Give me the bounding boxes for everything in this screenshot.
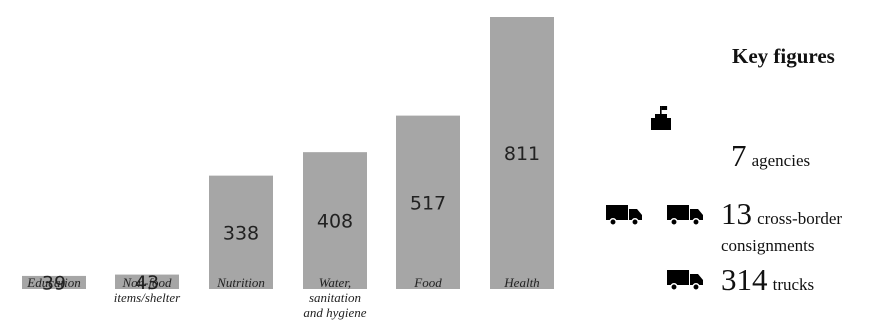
truck-icon: [667, 205, 703, 226]
category-label: Health: [503, 275, 539, 290]
category-label: items/shelter: [114, 290, 181, 305]
trucks-number: 314: [721, 262, 768, 297]
office-building-flag-icon: [651, 106, 671, 130]
key-figures-title: Key figures: [732, 44, 835, 68]
agencies-figure: 7 agencies: [731, 138, 810, 174]
category-label: Water,: [319, 275, 351, 290]
category-label: Food: [413, 275, 442, 290]
bar: [396, 115, 460, 290]
consignments-label-line1: cross-border: [757, 209, 843, 228]
key-figures-panel: Key figures 7 agencies 13 cross-border c…: [590, 0, 890, 329]
consignments-number: 13: [721, 196, 752, 231]
bar: [22, 275, 86, 289]
agencies-label: agencies: [751, 151, 811, 170]
consignments-label-line2: consignments: [721, 236, 815, 255]
bar-value-label: 43: [135, 272, 159, 294]
category-label: Education: [26, 275, 80, 290]
bar: [209, 175, 273, 289]
consignments-figure: 13 cross-border: [721, 196, 842, 232]
bar-value-label: 39: [42, 272, 66, 294]
trucks-figure: 314 trucks: [721, 262, 814, 298]
trucks-label: trucks: [772, 275, 815, 294]
bar-value-label: 517: [410, 192, 446, 214]
bar-value-label: 338: [223, 222, 259, 244]
bar: [115, 274, 179, 289]
bar-value-label: 811: [504, 143, 540, 165]
bar-value-label: 408: [317, 211, 353, 233]
category-label: Nutrition: [216, 275, 265, 290]
truck-icon: [606, 205, 642, 226]
agencies-number: 7: [731, 138, 747, 173]
category-label: sanitation: [309, 290, 361, 305]
bar: [490, 17, 554, 289]
bar: [303, 152, 367, 289]
truck-icon: [667, 270, 703, 291]
category-label: and hygiene: [303, 305, 366, 320]
category-label: Non-food: [121, 275, 172, 290]
